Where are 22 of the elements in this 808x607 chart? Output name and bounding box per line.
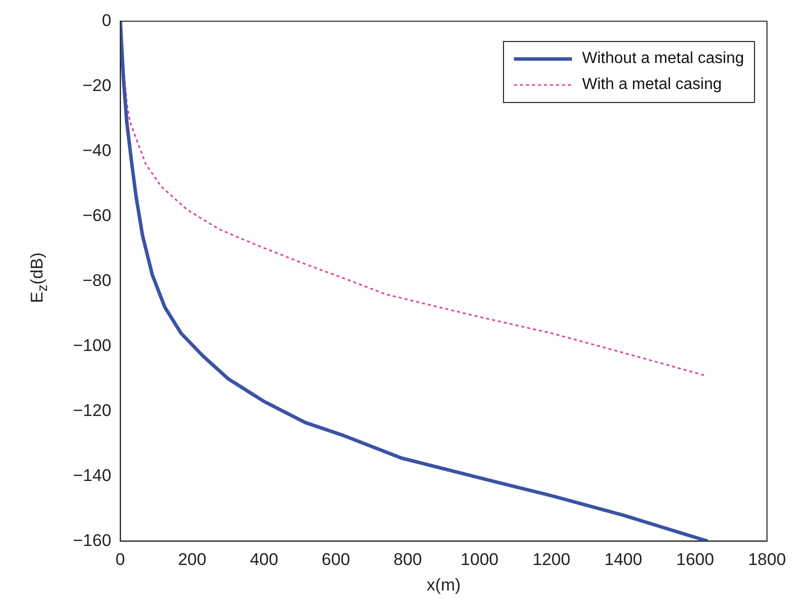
x-tick-label: 200 <box>178 550 206 570</box>
x-tick-label: 1000 <box>460 550 498 570</box>
x-tick-label: 1600 <box>676 550 714 570</box>
x-tick-label: 800 <box>394 550 422 570</box>
y-tick-label: −80 <box>82 270 112 290</box>
x-tick-label: 0 <box>116 550 126 570</box>
x-tick-label: 600 <box>322 550 350 570</box>
x-tick-label: 1400 <box>604 550 642 570</box>
x-tick-label: 1200 <box>532 550 570 570</box>
y-tick-label: −160 <box>72 530 112 550</box>
y-tick-label: 0 <box>102 10 112 30</box>
y-tick-label: −60 <box>82 206 112 225</box>
y-tick-label: −140 <box>72 466 112 485</box>
x-axis-title: x(m) <box>426 575 461 594</box>
legend-label: Without a metal casing <box>582 50 744 68</box>
y-tick-label: −40 <box>82 140 112 160</box>
y-tick-label: −20 <box>82 76 112 95</box>
x-tick-label: 1800 <box>748 550 786 570</box>
x-tick-label: 400 <box>250 550 278 570</box>
legend-label: With a metal casing <box>582 76 722 94</box>
y-tick-label: −120 <box>72 400 112 420</box>
y-tick-label: −100 <box>72 336 112 355</box>
